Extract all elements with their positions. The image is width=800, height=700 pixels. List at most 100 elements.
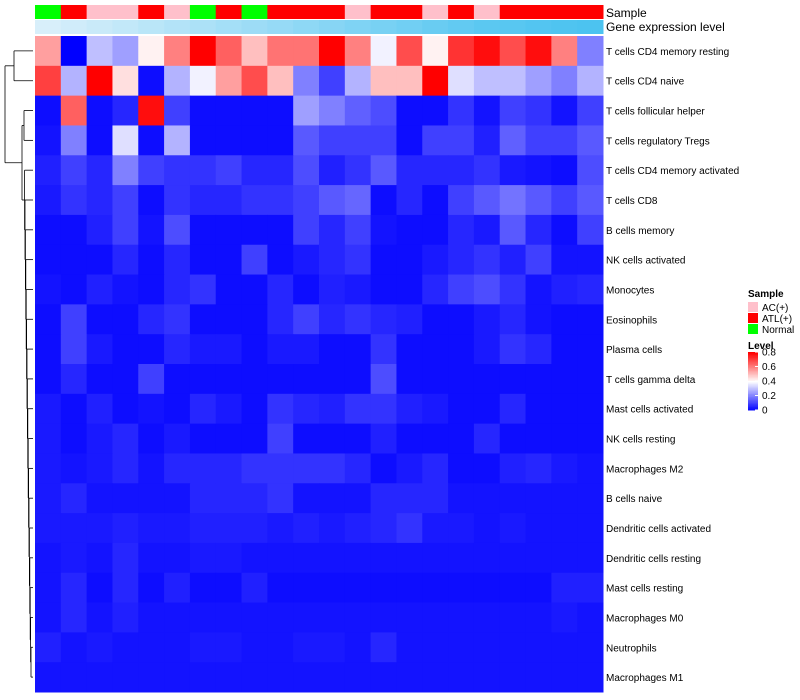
legend-sample-label: AC(+) (762, 303, 788, 314)
legend-level-gradient-step (748, 365, 758, 367)
sample-annotation-cell (448, 5, 475, 19)
heatmap-cell (138, 632, 165, 663)
sample-annotation-cell (241, 5, 268, 19)
legend-level-gradient-step (748, 376, 758, 379)
heatmap-cell (344, 364, 372, 395)
heatmap-cell (499, 125, 527, 156)
heatmap-cell (344, 185, 372, 216)
heatmap-cell (370, 364, 397, 395)
heatmap-cell (86, 65, 113, 97)
row-label: Plasma cells (606, 345, 662, 356)
heatmap-cell (344, 483, 372, 514)
heatmap-cell (422, 513, 449, 544)
heatmap-cell (499, 483, 527, 514)
heatmap-cell (396, 364, 423, 395)
heatmap-cell (551, 185, 578, 216)
heatmap-cell (370, 602, 397, 633)
legend-level-gradient-step (748, 402, 758, 405)
heatmap-cell (499, 274, 527, 305)
heatmap-cell (112, 393, 139, 425)
heatmap-cell (267, 483, 294, 514)
heatmap-cell (293, 572, 320, 604)
heatmap-cell (138, 602, 165, 633)
heatmap-cell (577, 95, 604, 126)
heatmap-cell (448, 274, 475, 305)
heatmap-cell (215, 65, 243, 97)
heatmap-cell (319, 214, 346, 246)
heatmap-cell (267, 453, 294, 484)
heatmap-cell (577, 483, 604, 514)
heatmap-cell (473, 274, 501, 305)
heatmap-cell (112, 214, 139, 246)
expression-annotation-cell (448, 20, 475, 34)
heatmap-cell (164, 274, 191, 305)
heatmap-cell (138, 65, 165, 97)
heatmap-cell (370, 36, 397, 67)
expression-annotation-cell (189, 20, 217, 34)
heatmap-cell (577, 155, 604, 186)
legend-level-tick-label: 0 (762, 406, 768, 417)
heatmap-cell (370, 95, 397, 126)
heatmap-cell (293, 36, 320, 67)
heatmap-cell (267, 185, 294, 216)
row-label: T cells gamma delta (606, 375, 696, 386)
heatmap-cell (319, 244, 346, 276)
heatmap-cell (499, 513, 527, 544)
heatmap-cell (499, 65, 527, 97)
heatmap-cell (525, 513, 552, 544)
heatmap-cell (473, 572, 501, 604)
heatmap-cell (86, 95, 113, 126)
heatmap-cell (60, 364, 88, 395)
heatmap-cell (370, 662, 397, 693)
heatmap-cell (86, 513, 113, 544)
heatmap-cell (344, 304, 372, 335)
legend-level-gradient-step (748, 405, 758, 408)
heatmap-cell (35, 513, 62, 544)
legend-level-gradient-step (748, 382, 758, 385)
heatmap-cell (241, 483, 268, 514)
heatmap-cell (319, 542, 346, 574)
heatmap-cell (241, 185, 268, 216)
heatmap-cell (215, 483, 243, 514)
heatmap-cell (448, 513, 475, 544)
sample-annotation-cell (35, 5, 62, 19)
heatmap-cell (448, 95, 475, 126)
heatmap-cell (189, 542, 217, 574)
expression-annotation-cell (396, 20, 423, 34)
heatmap-cell (551, 95, 578, 126)
heatmap-cell (319, 125, 346, 156)
heatmap-cell (35, 304, 62, 335)
heatmap-cell (138, 155, 165, 186)
heatmap-cell (577, 542, 604, 574)
legend-level-gradient-step (748, 366, 758, 369)
heatmap-cell (551, 244, 578, 276)
heatmap-cell (499, 95, 527, 126)
heatmap-cell (267, 602, 294, 633)
legend-level-gradient-step (748, 378, 758, 381)
heatmap-cell (189, 95, 217, 126)
row-label: Dendritic cells resting (606, 554, 701, 565)
heatmap-cell (35, 155, 62, 186)
heatmap-cell (525, 632, 552, 663)
heatmap-cell (473, 334, 501, 365)
heatmap-cell (551, 632, 578, 663)
heatmap-cell (577, 602, 604, 633)
heatmap-cell (215, 423, 243, 454)
heatmap-cell (86, 602, 113, 633)
heatmap-cell (189, 513, 217, 544)
sample-annotation-cell (499, 5, 527, 19)
heatmap-cell (35, 364, 62, 395)
heatmap-cell (293, 125, 320, 156)
heatmap-cell (112, 36, 139, 67)
legend-level-gradient-step (748, 389, 758, 392)
heatmap-cell (499, 572, 527, 604)
heatmap-cell (499, 364, 527, 395)
heatmap-cell (241, 155, 268, 186)
heatmap-cell (86, 185, 113, 216)
heatmap-cell (396, 572, 423, 604)
heatmap-cell (551, 214, 578, 246)
heatmap-cell (525, 65, 552, 97)
heatmap-cell (551, 483, 578, 514)
heatmap-cell (60, 274, 88, 305)
expression-annotation-cell (86, 20, 113, 34)
